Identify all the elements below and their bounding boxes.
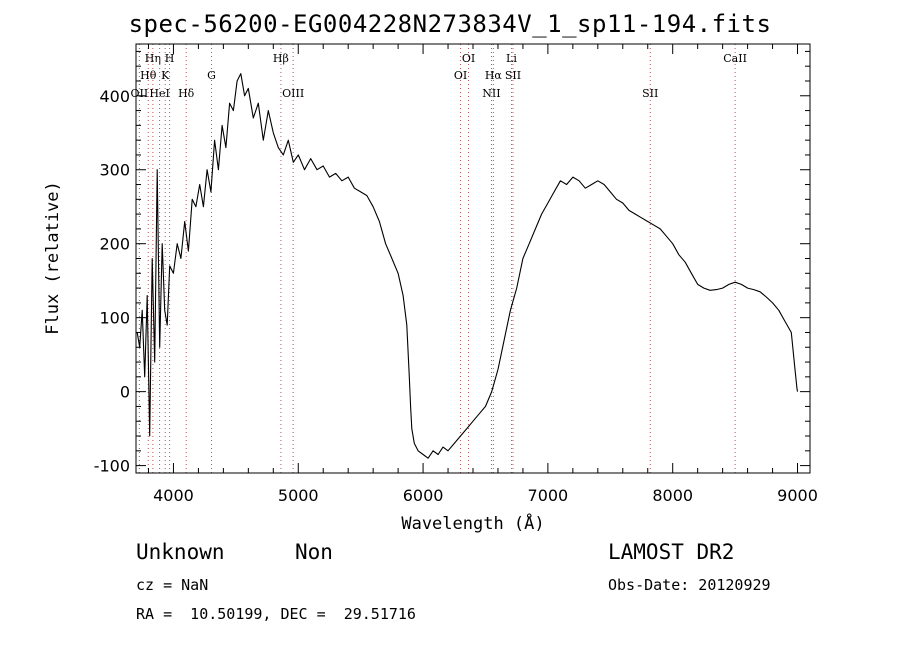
subclass-label: Non [295,540,333,564]
marker-label-11: OI [462,52,475,65]
y-tick-label-5: 400 [99,87,130,106]
y-tick-label-3: 200 [99,235,130,254]
y-tick-label-0: -100 [94,457,130,476]
marker-label-17: CaII [723,52,747,65]
survey-label: LAMOST DR2 [608,540,735,564]
marker-label-4: K [161,69,170,82]
marker-label-12: NII [482,87,500,100]
x-tick-label-4: 8000 [652,486,693,505]
marker-label-15: SII [505,69,521,82]
marker-label-0: OII [131,87,149,100]
marker-label-2: Hη [145,52,161,65]
marker-label-6: Hδ [178,87,195,100]
series-line-0 [136,73,799,459]
x-axis: 4000 5000 6000 7000 8000 9000 [147,44,818,505]
marker-label-1: Hθ [140,69,157,82]
marker-label-10: OI [454,69,467,82]
marker-label-7: G [207,69,216,82]
chart-title: spec-56200-EG004228N273834V_1_sp11-194.f… [128,10,772,38]
redshift-text: cz = NaN [136,576,209,594]
marker-label-14: Li [506,52,517,65]
y-axis: -100 0 100 200 300 400 [94,50,810,476]
y-tick-label-2: 100 [99,309,130,328]
x-tick-label-3: 7000 [528,486,569,505]
x-tick-label-0: 4000 [153,486,194,505]
plot-frame [135,43,811,474]
y-axis-label: Flux (relative) [43,181,63,335]
spectrum-series [136,73,799,459]
x-tick-label-1: 5000 [278,486,319,505]
marker-label-5: H [165,52,175,65]
marker-label-13: Hα [485,69,503,82]
marker-label-3: HeI [149,87,169,100]
coordinates-text: RA = 10.50199, DEC = 29.51716 [136,605,416,623]
class-label: Unknown [136,540,225,564]
x-tick-label-5: 9000 [777,486,818,505]
y-tick-label-4: 300 [99,161,130,180]
x-tick-label-2: 6000 [403,486,444,505]
marker-label-16: SII [642,87,658,100]
y-tick-label-1: 0 [120,383,130,402]
obs-date-text: Obs-Date: 20120929 [608,576,771,594]
marker-label-9: OIII [282,87,304,100]
x-axis-label: Wavelength (Å) [401,512,544,534]
marker-label-8: Hβ [273,52,289,65]
